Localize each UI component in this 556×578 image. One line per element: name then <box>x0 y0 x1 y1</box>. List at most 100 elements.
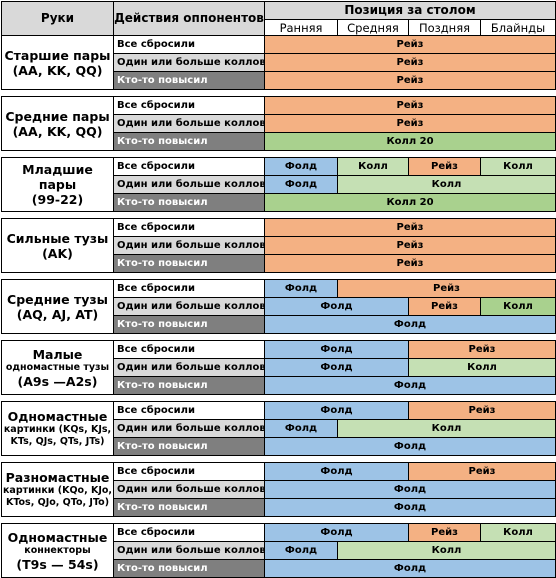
hand-group-subtitle-2: (T9s — 54s) <box>16 556 99 572</box>
table-row: Один или больше коллов Рейз <box>2 236 556 255</box>
opponent-action-label: Один или больше коллов <box>113 541 265 560</box>
hand-group-subtitle: одномастные тузы <box>5 361 110 373</box>
decision-cell-raise: Рейз <box>408 297 481 316</box>
opponent-action-label: Все сбросили <box>113 340 265 359</box>
hand-group-subtitle: (AA, KK, QQ) <box>12 123 103 139</box>
table-row: Младшие пары (99-22) Все сбросили Фолд Колл Р… <box>1 157 556 212</box>
table-row: Кто-то повысил Фолд <box>2 376 556 395</box>
decision-cell-fold: Фолд <box>264 401 409 420</box>
hand-group-subtitle: (AK) <box>42 245 73 261</box>
decision-cell-fold: Фолд <box>263 498 556 517</box>
hand-group-title: Одномастные <box>7 409 108 424</box>
group-spacer <box>1 333 556 341</box>
group-spacer <box>1 272 556 280</box>
decision-cell-fold: Фолд <box>263 480 556 499</box>
hand-group-label: Младшие пары (99-22) <box>1 157 114 212</box>
opponent-action-label: Один или больше коллов <box>113 419 265 438</box>
hand-group-label: Разномастные картинки (KQo, KJo, KTos, QJo… <box>1 462 114 517</box>
hand-group-title: Малые <box>32 346 83 362</box>
hand-group-subtitle: картинки (KQs, KJs, <box>3 424 112 435</box>
hand-group-label: Старшие пары (AA, KK, QQ) <box>1 35 114 90</box>
decision-cell-raise: Рейз <box>263 236 556 255</box>
opponent-action-label: Кто-то повысил <box>113 437 265 456</box>
decision-cell-raise: Рейз <box>263 218 556 237</box>
hand-group-label: Средние тузы (AQ, AJ, AT) <box>1 279 114 334</box>
hand-group-title: Сильные тузы <box>6 230 109 246</box>
hand-group-label: Одномастные коннекторы (T9s — 54s) <box>1 523 114 578</box>
table-row: Один или больше коллов Рейз <box>2 114 556 133</box>
table-row: Сильные тузы (AK) Все сбросили Рейз <box>1 218 556 273</box>
hand-group-title: Младшие пары <box>22 162 93 192</box>
position-early: Ранняя <box>264 19 338 36</box>
decision-cell-raise: Рейз <box>263 96 556 115</box>
group-spacer <box>1 150 556 158</box>
hand-group-title: Средние пары <box>5 108 110 124</box>
decision-cell-raise: Рейз <box>407 401 556 420</box>
group-spacer <box>1 89 556 97</box>
decision-cell-fold: Фолд <box>263 559 556 578</box>
table-row: Старшие пары (AA, KK, QQ) Все сбросили Рейз <box>1 35 556 90</box>
opponent-action-label: Все сбросили <box>113 35 265 54</box>
decision-cell-fold: Фолд <box>264 541 338 560</box>
group-spacer <box>1 394 556 402</box>
position-blinds: Блайнды <box>479 19 556 36</box>
decision-cell-raise: Рейз <box>263 35 556 54</box>
decision-cell-call: Колл <box>337 157 409 176</box>
header-row: Руки Действия оппонентов Позиция за стол… <box>1 1 556 36</box>
decision-cell-fold: Фолд <box>263 437 556 456</box>
decision-cell-raise: Рейз <box>263 114 556 133</box>
decision-cell-raise: Рейз <box>408 157 481 176</box>
opponent-action-label: Все сбросили <box>113 96 265 115</box>
group-spacer <box>1 211 556 219</box>
decision-cell-call: Колл <box>407 358 556 377</box>
opponent-action-label: Один или больше коллов <box>113 358 265 377</box>
decision-cell-raise: Рейз <box>407 462 556 481</box>
decision-cell-call: Колл <box>479 157 556 176</box>
decision-cell-fold: Фолд <box>264 419 338 438</box>
decision-cell-fold: Фолд <box>264 279 338 298</box>
decision-cell-call: Колл <box>336 541 556 560</box>
table-row: Кто-то повысил Рейз <box>2 71 556 90</box>
decision-cell-fold: Фолд <box>264 462 409 481</box>
opponent-action-label: Кто-то повысил <box>113 498 265 517</box>
hand-column-header: Руки <box>1 1 114 36</box>
table-row: Один или больше коллов Фолд Рейз Колл <box>2 297 556 316</box>
hand-group-label: Одномастные картинки (KQs, KJs, KTs, QJs, … <box>1 401 114 456</box>
group-spacer <box>1 516 556 524</box>
group-spacer <box>1 455 556 463</box>
opponent-action-label: Кто-то повысил <box>113 376 265 395</box>
decision-cell-call: Колл <box>336 419 556 438</box>
decision-cell-call20: Колл 20 <box>263 193 556 212</box>
decision-cell-call: Колл <box>336 175 556 194</box>
hand-group-title: Старшие пары <box>4 47 111 63</box>
position-late: Поздняя <box>408 19 481 36</box>
decision-cell-raise: Рейз <box>263 71 556 90</box>
table-row: Кто-то повысил Фолд <box>2 498 556 517</box>
opponent-action-label: Все сбросили <box>113 218 265 237</box>
decision-cell-raise: Рейз <box>263 254 556 273</box>
opponent-action-label: Один или больше коллов <box>113 53 265 72</box>
opponent-action-label: Все сбросили <box>113 279 265 298</box>
decision-cell-fold: Фолд <box>264 340 409 359</box>
hand-group-subtitle: картинки (KQo, KJo, <box>2 485 113 496</box>
decision-cell-call20: Колл 20 <box>263 132 556 151</box>
decision-cell-raise: Рейз <box>263 53 556 72</box>
position-subheader-row: Ранняя Средняя Поздняя Блайнды <box>2 19 556 36</box>
table-row: Кто-то повысил Колл 20 <box>2 193 556 212</box>
table-row: Средние тузы (AQ, AJ, AT) Все сбросили Фолд… <box>1 279 556 334</box>
hand-group-subtitle: коннекторы <box>24 544 91 556</box>
hand-group-title: Одномастные <box>7 529 108 545</box>
hand-group-subtitle-2: (A9s —A2s) <box>17 373 98 389</box>
hand-group-subtitle: (AA, KK, QQ) <box>12 62 103 78</box>
opponent-action-label: Кто-то повысил <box>113 559 265 578</box>
decision-cell-fold: Фолд <box>264 523 409 542</box>
decision-cell-fold: Фолд <box>264 175 338 194</box>
table-row: Средние пары (AA, KK, QQ) Все сбросили Рейз <box>1 96 556 151</box>
opponent-action-label: Кто-то повысил <box>113 315 265 334</box>
table-row: Кто-то повысил Колл 20 <box>2 132 556 151</box>
opponent-action-label: Все сбросили <box>113 157 265 176</box>
table-row: Одномастные коннекторы (T9s — 54s) Все сбро… <box>1 523 556 578</box>
table-row: Кто-то повысил Фолд <box>2 437 556 456</box>
